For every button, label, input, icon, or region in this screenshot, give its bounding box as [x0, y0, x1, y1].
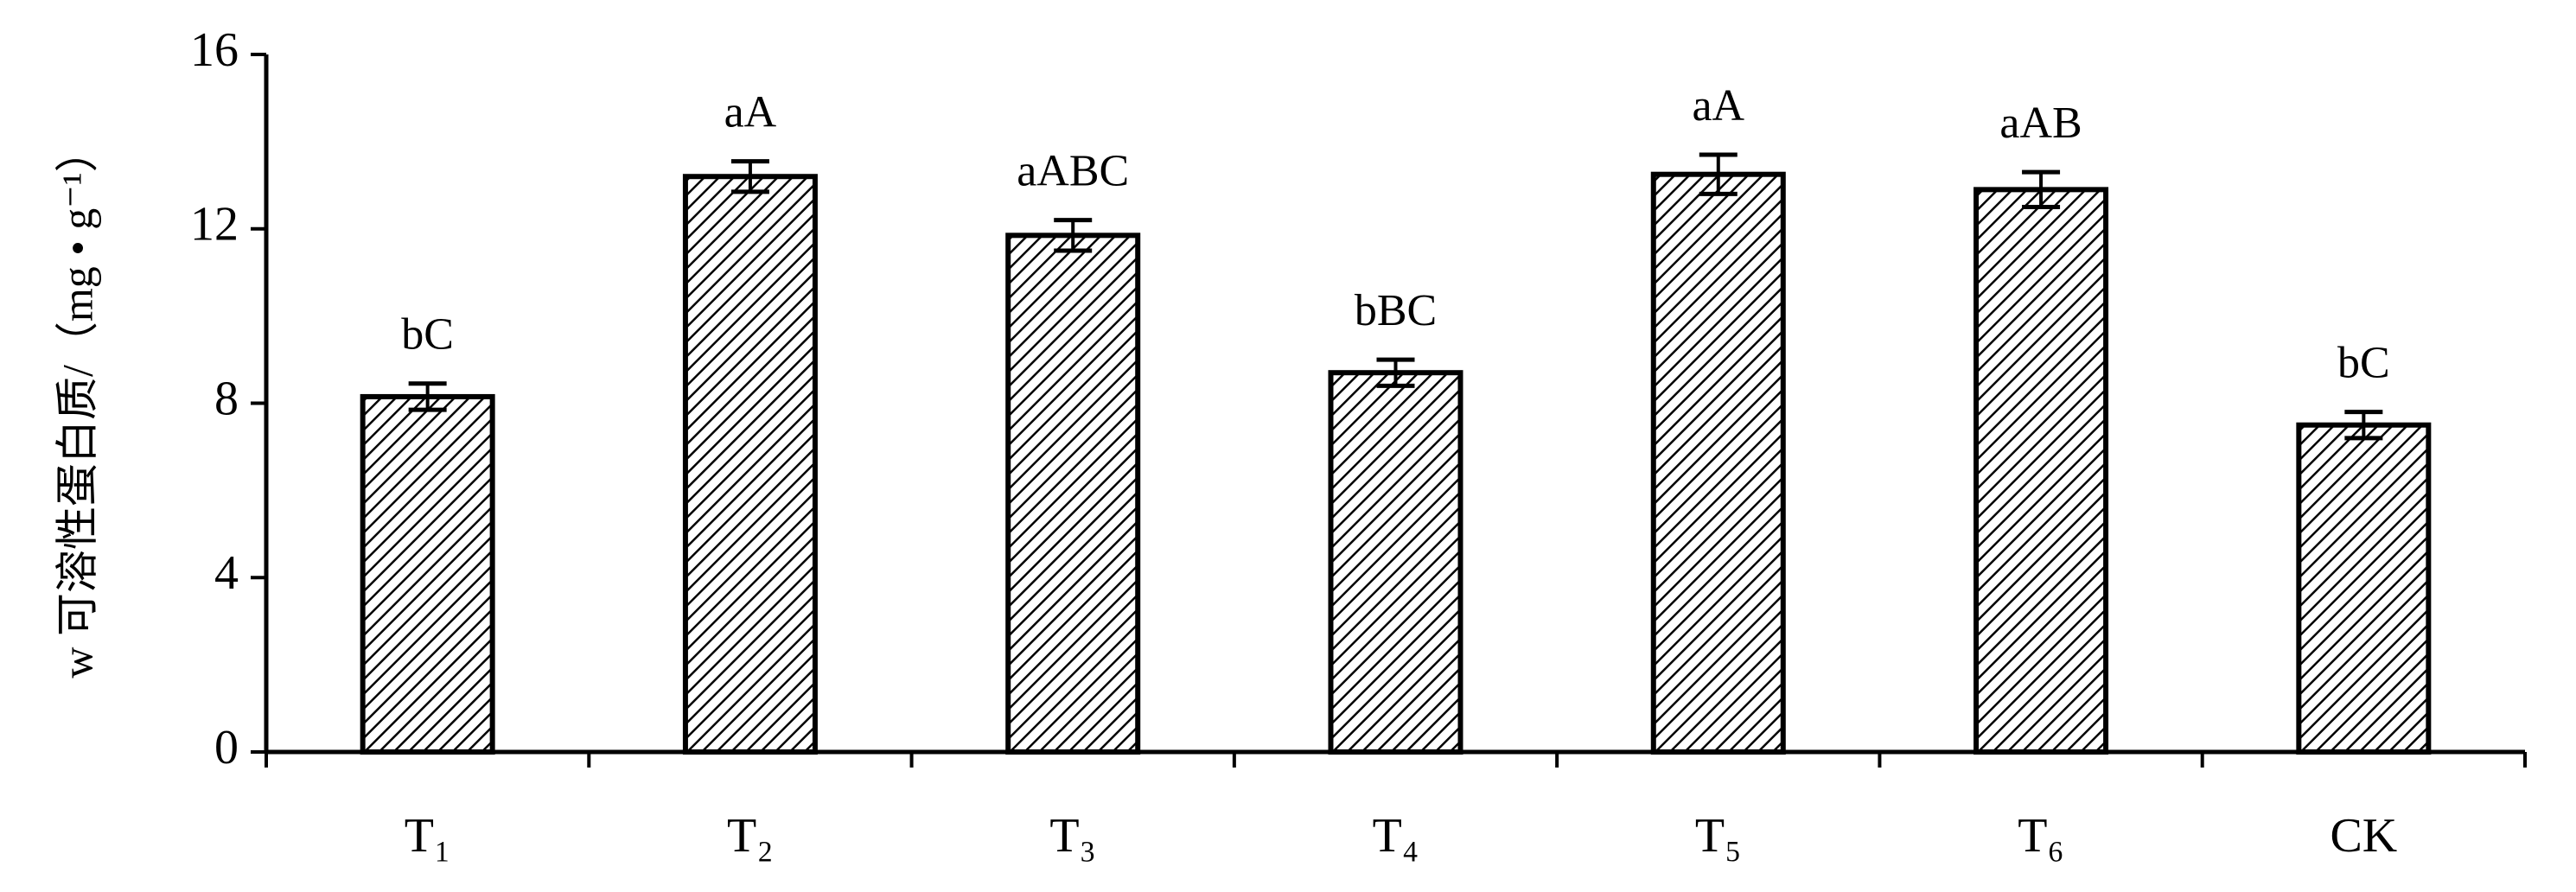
bar	[1650, 171, 1786, 755]
x-tick-label: T₅	[1695, 809, 1742, 863]
x-tick-label: T₆	[2018, 809, 2064, 863]
significance-label: bC	[401, 310, 454, 360]
y-axis-label: w 可溶性蛋白质/（mg • g⁻¹）	[53, 129, 101, 678]
bar	[1973, 187, 2109, 755]
y-tick-label: 12	[190, 198, 239, 252]
y-tick-label: 8	[214, 372, 239, 425]
significance-label: aAB	[1999, 99, 2082, 148]
significance-label: bC	[2337, 339, 2390, 388]
significance-label: aA	[1692, 81, 1744, 131]
bar	[360, 393, 495, 755]
x-tick-label: T₄	[1373, 809, 1419, 863]
y-tick-label: 0	[214, 721, 239, 774]
bar	[1328, 370, 1463, 755]
bar	[1005, 233, 1141, 755]
y-tick-label: 4	[214, 546, 239, 600]
significance-label: bBC	[1355, 286, 1437, 335]
bar	[2296, 422, 2432, 755]
x-tick-label: T₃	[1049, 809, 1096, 863]
y-tick-label: 16	[190, 23, 239, 77]
bar	[682, 174, 818, 755]
significance-label: aA	[724, 88, 777, 137]
x-tick-label: CK	[2330, 809, 2397, 863]
x-tick-label: T₂	[727, 809, 774, 863]
significance-label: aABC	[1017, 147, 1129, 196]
x-tick-label: T₁	[405, 809, 451, 863]
